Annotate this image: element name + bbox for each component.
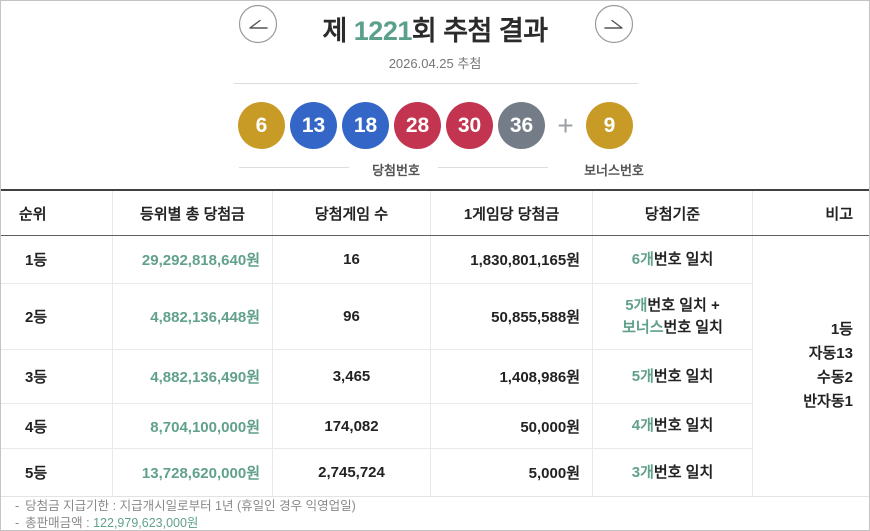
footnote-line: - 총판매금액 : 122,979,623,000원 <box>15 516 199 530</box>
lotto-ball: 30 <box>446 102 493 149</box>
game-count-cell: 16 <box>273 236 431 284</box>
column-header: 당첨게임 수 <box>273 191 431 235</box>
winning-balls: 6 13 18 28 30 36 <box>238 102 545 149</box>
draw-date: 2026.04.25 추첨 <box>388 56 482 71</box>
game-count-cell: 3,465 <box>273 350 431 404</box>
footnotes: - 당첨금 지급기한 : 지급개시일로부터 1년 (휴일인 경우 익영업일) - 총판… <box>15 498 356 530</box>
note-line: 수동2 <box>817 369 853 386</box>
rank-cell: 4등 <box>1 404 113 449</box>
lotto-balls: 6 13 18 28 30 36 + 9 <box>238 102 633 149</box>
game-count-cell: 174,082 <box>273 404 431 449</box>
section-divider <box>234 83 638 84</box>
footnote-line: - 당첨금 지급기한 : 지급개시일로부터 1년 (휴일인 경우 익영업일) <box>15 499 356 513</box>
total-prize-cell: 4,882,136,448원 <box>113 284 273 350</box>
column-header: 순위 <box>1 191 113 235</box>
round-number: 1221 <box>353 16 413 46</box>
per-game-prize-cell: 1,830,801,165원 <box>431 236 593 284</box>
total-prize-cell: 29,292,818,640원 <box>113 236 273 284</box>
winning-numbers-label: 당첨번호 <box>372 163 420 178</box>
game-count-cell: 2,745,724 <box>273 449 431 496</box>
game-count-cell: 96 <box>273 284 431 350</box>
bonus-ball: 9 <box>586 102 633 149</box>
criteria-cell: 4개번호 일치 <box>593 404 753 449</box>
rank-cell: 3등 <box>1 350 113 404</box>
total-prize-cell: 4,882,136,490원 <box>113 350 273 404</box>
lotto-ball: 13 <box>290 102 337 149</box>
note-line: 반자동1 <box>803 393 853 410</box>
lotto-ball: 28 <box>394 102 441 149</box>
criteria-cell: 5개번호 일치 <box>593 350 753 404</box>
page-title: 제 1221회 추첨 결과 <box>1 9 869 48</box>
title-suffix: 회 추첨 결과 <box>411 16 548 46</box>
column-header: 비고 <box>825 205 853 223</box>
per-game-prize-cell: 5,000원 <box>431 449 593 496</box>
lotto-ball: 6 <box>238 102 285 149</box>
column-header: 당첨기준 <box>593 191 753 235</box>
per-game-prize-cell: 50,000원 <box>431 404 593 449</box>
criteria-cell: 5개번호 일치 + 보너스번호 일치 <box>593 284 753 350</box>
bonus-number-label: 보너스번호 <box>584 163 644 178</box>
arrow-right-icon <box>594 4 634 44</box>
rank-cell: 1등 <box>1 236 113 284</box>
criteria-cell: 3개번호 일치 <box>593 449 753 496</box>
column-header: 등위별 총 당첨금 <box>113 191 273 235</box>
column-header: 1게임당 당첨금 <box>431 191 593 235</box>
rank-cell: 2등 <box>1 284 113 350</box>
lotto-ball: 36 <box>498 102 545 149</box>
per-game-prize-cell: 50,855,588원 <box>431 284 593 350</box>
title-prefix: 제 <box>322 16 354 46</box>
total-prize-cell: 13,728,620,000원 <box>113 449 273 496</box>
arrow-left-icon <box>238 4 278 44</box>
criteria-cell: 6개번호 일치 <box>593 236 753 284</box>
total-prize-cell: 8,704,100,000원 <box>113 404 273 449</box>
prize-table-body: 1등 자동13 수동2 반자동1 1등 29,292,818,640원 16 1,830,8… <box>1 236 869 497</box>
lotto-ball: 18 <box>342 102 389 149</box>
label-rule-right <box>438 167 548 168</box>
previous-round-button[interactable] <box>238 4 278 44</box>
note-line: 자동13 <box>808 345 853 362</box>
rank-cell: 5등 <box>1 449 113 496</box>
note-line: 1등 <box>830 321 853 338</box>
prize-table-header: 순위 등위별 총 당첨금 당첨게임 수 1게임당 당첨금 당첨기준 비고 <box>1 189 869 236</box>
label-rule-left <box>239 167 349 168</box>
per-game-prize-cell: 1,408,986원 <box>431 350 593 404</box>
next-round-button[interactable] <box>594 4 634 44</box>
plus-sign: + <box>557 110 574 141</box>
